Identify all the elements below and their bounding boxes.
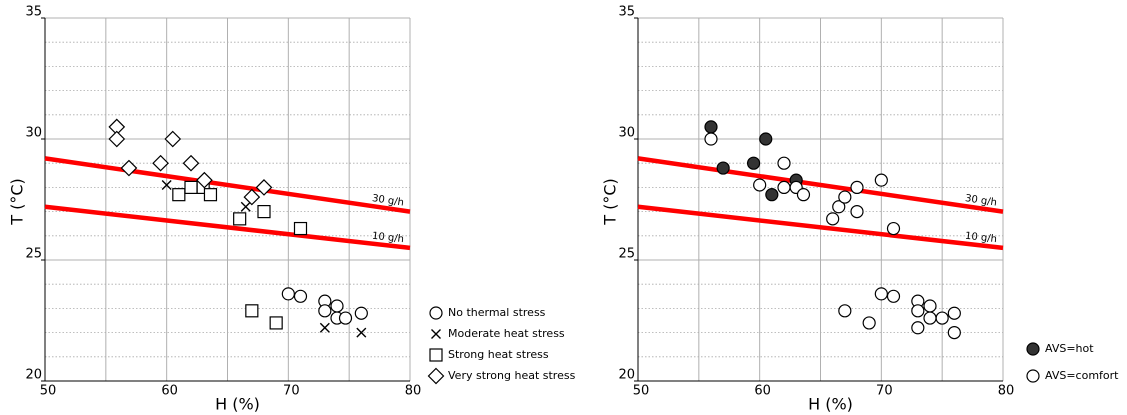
reference-line xyxy=(637,204,1004,251)
point xyxy=(874,287,888,301)
point xyxy=(293,221,308,236)
x-tick-label: 80 xyxy=(405,384,422,399)
x-axis-label: H (%) xyxy=(808,395,853,414)
point xyxy=(318,304,332,318)
line-label: 30 g/h xyxy=(964,193,997,208)
point xyxy=(356,327,367,338)
y-tick-label: 25 xyxy=(618,247,635,262)
y-tick-label: 35 xyxy=(618,5,635,20)
point xyxy=(923,299,937,313)
point xyxy=(923,311,937,325)
point xyxy=(838,190,852,204)
point xyxy=(240,201,251,212)
x-tick-label: 60 xyxy=(754,384,771,399)
point xyxy=(257,205,271,219)
point xyxy=(759,132,773,146)
legend-marker xyxy=(429,306,443,320)
y-tick-label: 20 xyxy=(618,368,635,383)
point xyxy=(269,316,283,330)
line-label: 10 g/h xyxy=(964,231,997,246)
point xyxy=(850,205,864,219)
point xyxy=(765,188,779,202)
point xyxy=(753,178,767,192)
point xyxy=(826,212,840,226)
x-tick-label: 80 xyxy=(998,384,1015,399)
point xyxy=(330,299,344,313)
point xyxy=(245,304,259,318)
point xyxy=(243,188,261,206)
point xyxy=(862,316,876,330)
point xyxy=(233,212,247,226)
y-axis-label: T (°C) xyxy=(601,178,620,226)
line-label: 30 g/h xyxy=(371,193,404,208)
point xyxy=(172,188,186,202)
point xyxy=(196,171,213,189)
legend-marker xyxy=(429,348,443,362)
point xyxy=(886,289,901,303)
point xyxy=(203,188,218,202)
legend-label: Moderate heat stress xyxy=(448,327,565,340)
point xyxy=(874,173,888,187)
point xyxy=(716,161,730,175)
point xyxy=(161,179,172,190)
y-tick-label: 30 xyxy=(618,126,635,141)
point xyxy=(838,304,852,318)
reference-line xyxy=(44,156,411,214)
point xyxy=(704,132,718,146)
point xyxy=(338,311,353,325)
point xyxy=(911,304,925,318)
point xyxy=(886,221,901,236)
legend-marker xyxy=(1026,342,1040,356)
point xyxy=(911,321,925,335)
legend-label: AVS=comfort xyxy=(1045,369,1119,382)
point xyxy=(704,120,718,134)
x-tick-label: 70 xyxy=(876,384,893,399)
point xyxy=(120,159,138,177)
x-tick-label: 50 xyxy=(40,384,57,399)
y-axis-label: T (°C) xyxy=(8,178,27,226)
x-tick-label: 70 xyxy=(283,384,300,399)
point xyxy=(777,156,791,170)
point xyxy=(293,289,308,303)
y-tick-label: 35 xyxy=(25,5,42,20)
line-label: 10 g/h xyxy=(371,231,404,246)
y-tick-label: 25 xyxy=(25,247,42,262)
y-tick-label: 30 xyxy=(25,126,42,141)
legend-marker xyxy=(427,367,445,385)
point xyxy=(947,306,961,320)
point xyxy=(319,322,330,333)
y-tick-label: 20 xyxy=(25,368,42,383)
legend-marker xyxy=(431,329,441,339)
x-axis-label: H (%) xyxy=(215,395,260,414)
legend-label: Strong heat stress xyxy=(448,348,549,361)
point xyxy=(255,179,273,196)
x-tick-label: 50 xyxy=(633,384,650,399)
legend-label: No thermal stress xyxy=(448,306,546,319)
legend-label: AVS=hot xyxy=(1045,342,1094,355)
reference-line xyxy=(44,204,411,251)
x-tick-label: 60 xyxy=(161,384,178,399)
point xyxy=(184,180,198,194)
point xyxy=(832,200,846,214)
point xyxy=(935,311,949,325)
point xyxy=(281,287,295,301)
point xyxy=(182,154,200,172)
legend-marker xyxy=(1026,369,1040,383)
legend-label: Very strong heat stress xyxy=(448,369,576,382)
point xyxy=(746,156,761,170)
reference-line xyxy=(637,156,1004,214)
point xyxy=(850,180,864,194)
point xyxy=(777,180,791,194)
point xyxy=(796,188,811,202)
point xyxy=(354,306,368,320)
point xyxy=(164,130,182,148)
point xyxy=(152,154,169,172)
point xyxy=(108,130,126,148)
point xyxy=(947,326,961,340)
